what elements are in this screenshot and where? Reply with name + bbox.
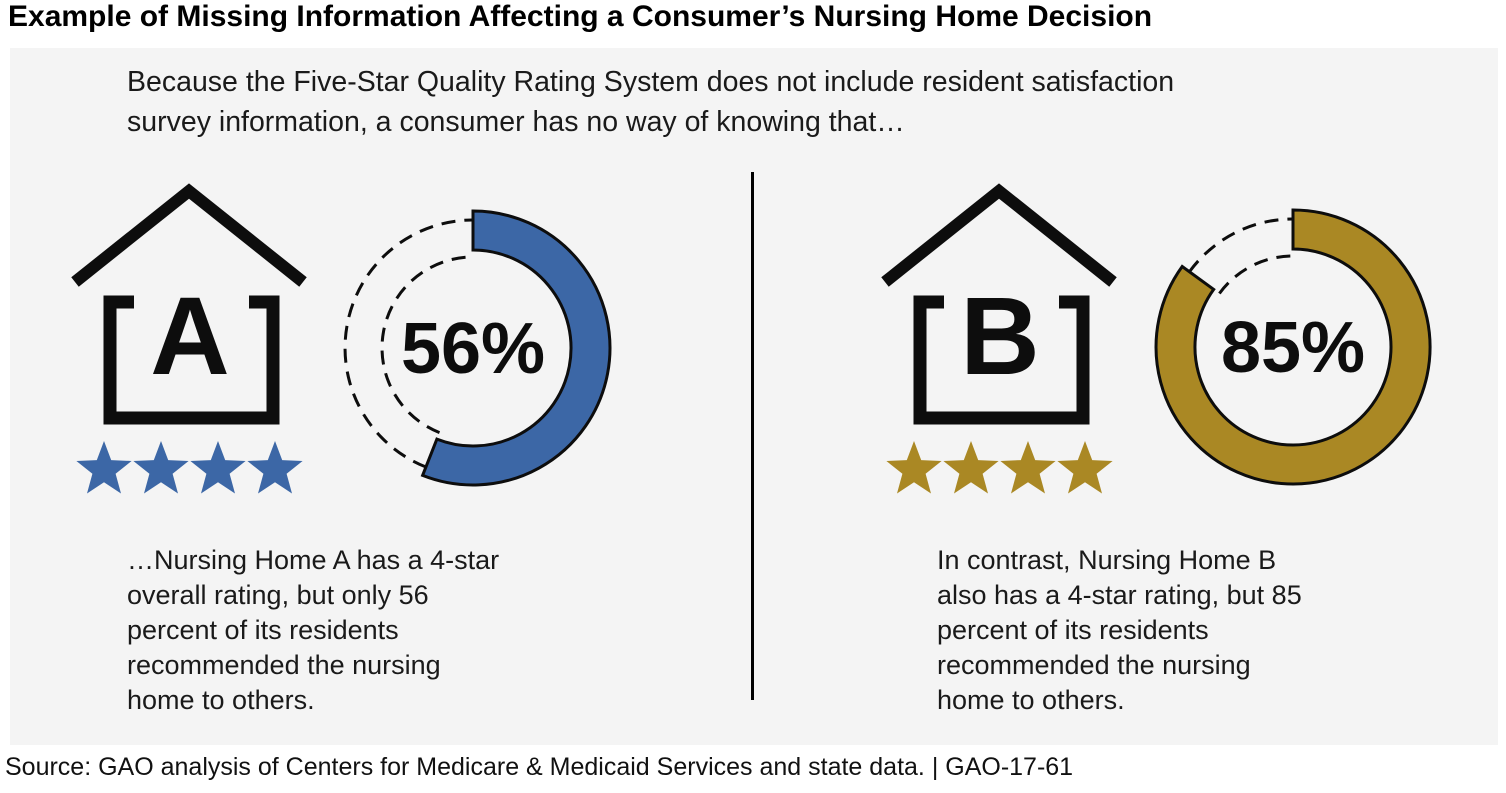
donut-dashed-outer-arc — [343, 218, 473, 469]
house-walls — [103, 295, 280, 425]
figure-title: Example of Missing Information Affecting… — [8, 0, 1153, 33]
house-a-icon: A — [71, 183, 307, 494]
donut-filled-arc — [1154, 208, 1432, 486]
star-icon — [133, 441, 189, 494]
caption-a: …Nursing Home A has a 4-star overall rat… — [127, 545, 500, 715]
star-icon — [943, 441, 999, 494]
donut-dashed-inner-arc — [380, 255, 473, 434]
caption-b: In contrast, Nursing Home B also has a 4… — [937, 545, 1302, 715]
intro-text: Because the Five-Star Quality Rating Sys… — [127, 66, 1175, 138]
house-roof — [881, 183, 1117, 287]
content-panel: Because the Five-Star Quality Rating Sys… — [10, 48, 1498, 745]
star-icon — [190, 441, 246, 494]
donut-b-percent-label: 85% — [1221, 308, 1365, 388]
star-icon — [886, 441, 942, 494]
donut-chart-a: 56% — [343, 209, 612, 487]
vertical-divider — [751, 172, 754, 700]
star-rating-a — [76, 441, 303, 494]
donut-filled-arc — [420, 209, 612, 487]
house-a-letter: A — [150, 275, 229, 398]
star-rating-b — [886, 441, 1113, 494]
house-roof — [71, 183, 307, 287]
donut-chart-b: 85% — [1154, 208, 1432, 486]
donut-dashed-inner-arc — [1218, 254, 1293, 295]
star-icon — [76, 441, 132, 494]
donut-a-percent-label: 56% — [401, 309, 545, 389]
donut-dashed-outer-arc — [1188, 217, 1293, 273]
house-b-icon: B — [881, 183, 1117, 494]
star-icon — [1057, 441, 1113, 494]
star-icon — [247, 441, 303, 494]
star-icon — [1000, 441, 1056, 494]
house-b-letter: B — [960, 275, 1039, 398]
house-walls — [913, 295, 1090, 425]
source-line: Source: GAO analysis of Centers for Medi… — [5, 753, 1074, 781]
